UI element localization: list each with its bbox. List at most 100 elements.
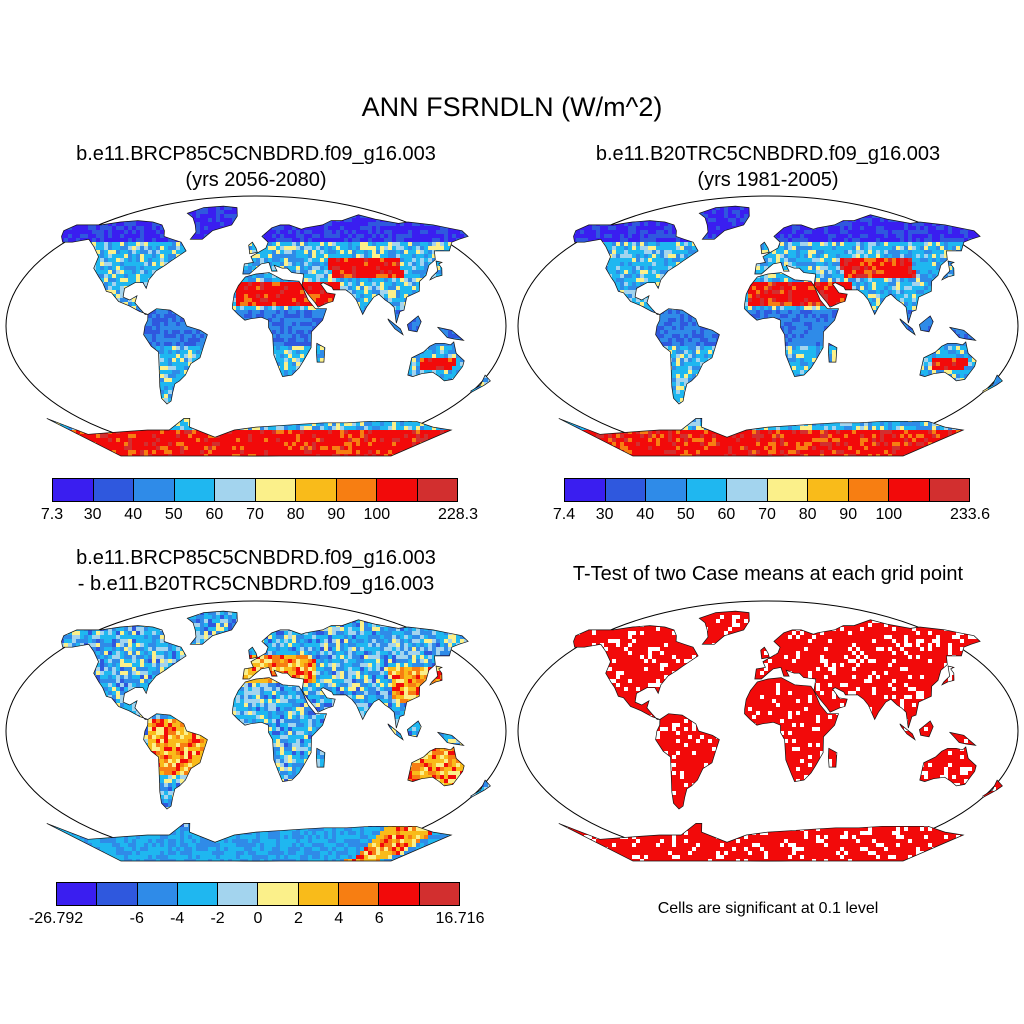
colorbar-swatch <box>889 479 930 501</box>
coastline-sumatra <box>899 318 916 336</box>
figure-title: ANN FSRNDLN (W/m^2) <box>0 92 1024 123</box>
coastline-africa <box>744 272 839 377</box>
panel4-title: T-Test of two Case means at each grid po… <box>512 562 1024 586</box>
coastline-japan <box>941 665 955 686</box>
coastline-antarctica <box>46 823 453 862</box>
coastline-madagascar <box>828 342 838 363</box>
colorbar-tick-label: 40 <box>124 506 142 524</box>
colorbar-swatch <box>379 883 420 905</box>
colorbar-swatch <box>174 479 215 501</box>
colorbar-tick-label: 70 <box>758 506 776 524</box>
colorbar-swatch <box>848 479 889 501</box>
coastline-southAmerica <box>143 713 208 810</box>
colorbar-swatch <box>417 479 457 501</box>
coastline-newGuinea <box>436 326 465 341</box>
coastline-madagascar <box>828 747 838 768</box>
coastline-sumatra <box>387 318 404 336</box>
colorbar-tick-label: 50 <box>165 506 183 524</box>
colorbar-tick-label: -2 <box>210 910 224 928</box>
panel3-map <box>5 600 507 862</box>
colorbar-tick-label: 90 <box>327 506 345 524</box>
coastline-newGuinea <box>436 731 465 746</box>
coastline-africa <box>232 272 327 377</box>
colorbar-swatch <box>336 479 377 501</box>
colorbar-tick-label: 0 <box>254 910 263 928</box>
colorbar-tick-label: -6 <box>130 910 144 928</box>
colorbar-swatch <box>218 883 259 905</box>
colorbar-tick-label: -26.792 <box>29 910 83 928</box>
coastline-newZealand <box>470 779 491 798</box>
coastline-sumatra <box>899 723 916 741</box>
coastline-africa <box>744 677 839 782</box>
colorbar-tick-label: 7.4 <box>553 506 575 524</box>
colorbar-swatch <box>296 479 337 501</box>
coastline-northAmerica <box>61 220 187 315</box>
colorbar-tick-label: 60 <box>205 506 223 524</box>
colorbar-tick-label: 60 <box>717 506 735 524</box>
coastline-japan <box>429 665 443 686</box>
colorbar-tick-label: 100 <box>875 506 902 524</box>
panel4-map <box>517 600 1019 862</box>
coastline-newGuinea <box>948 731 977 746</box>
colorbar-tick-label: 30 <box>84 506 102 524</box>
colorbar-swatch <box>565 479 606 501</box>
coastline-uk <box>248 646 258 660</box>
coastline-borneo <box>919 720 934 738</box>
colorbar-tick-label: 80 <box>799 506 817 524</box>
coastline-eurasia <box>754 619 981 729</box>
coastline-northAmerica <box>61 625 187 720</box>
panel3-colorbar <box>56 882 460 906</box>
coastline-northAmerica <box>573 625 699 720</box>
panel2-title-line1: b.e11.B20TRC5CNBDRD.f09_g16.003 <box>512 142 1024 166</box>
colorbar-swatch <box>134 479 175 501</box>
panel4-significance-note: Cells are significant at 0.1 level <box>512 900 1024 918</box>
coastline-greenland <box>186 205 238 240</box>
colorbar-swatch <box>419 883 459 905</box>
coastline-sumatra <box>387 723 404 741</box>
colorbar-swatch <box>177 883 219 905</box>
colorbar-tick-label: 100 <box>363 506 390 524</box>
panel1-colorbar <box>52 478 458 502</box>
panel1-map <box>5 195 507 457</box>
colorbar-swatch <box>137 883 178 905</box>
coastline-australia <box>919 341 977 382</box>
panel2-map <box>517 195 1019 457</box>
colorbar-tick-label: 7.3 <box>41 506 63 524</box>
coastline-newZealand <box>470 374 491 393</box>
coastline-australia <box>407 341 465 382</box>
coastline-eurasia <box>242 619 469 729</box>
coastline-eurasia <box>242 214 469 324</box>
coastline-southAmerica <box>655 713 720 810</box>
colorbar-tick-label: 228.3 <box>438 506 478 524</box>
colorbar-swatch <box>255 479 296 501</box>
colorbar-swatch <box>808 479 849 501</box>
coastline-australia <box>407 746 465 787</box>
colorbar-tick-label: 233.6 <box>950 506 990 524</box>
colorbar-swatch <box>377 479 418 501</box>
coastline-antarctica <box>558 823 965 862</box>
colorbar-tick-label: 4 <box>334 910 343 928</box>
coastline-borneo <box>919 315 934 333</box>
colorbar-swatch <box>97 883 138 905</box>
colorbar-swatch <box>339 883 380 905</box>
colorbar-tick-label: 70 <box>246 506 264 524</box>
panel3-title-line2: - b.e11.B20TRC5CNBDRD.f09_g16.003 <box>0 572 512 596</box>
coastline-greenland <box>698 610 750 645</box>
colorbar-swatch <box>727 479 768 501</box>
coastline-uk <box>760 646 770 660</box>
panel1-title-line1: b.e11.BRCP85C5CNBDRD.f09_g16.003 <box>0 142 512 166</box>
coastline-australia <box>919 746 977 787</box>
colorbar-tick-label: 50 <box>677 506 695 524</box>
colorbar-tick-label: -4 <box>170 910 184 928</box>
panel3-title-line1: b.e11.BRCP85C5CNBDRD.f09_g16.003 <box>0 546 512 570</box>
coastline-northAmerica <box>573 220 699 315</box>
panel1-title-line2: (yrs 2056-2080) <box>0 168 512 192</box>
coastline-borneo <box>407 315 422 333</box>
colorbar-swatch <box>215 479 256 501</box>
coastline-southAmerica <box>143 308 208 405</box>
coastline-greenland <box>698 205 750 240</box>
coastline-southAmerica <box>655 308 720 405</box>
coastline-borneo <box>407 720 422 738</box>
coastline-japan <box>429 260 443 281</box>
colorbar-tick-label: 90 <box>839 506 857 524</box>
